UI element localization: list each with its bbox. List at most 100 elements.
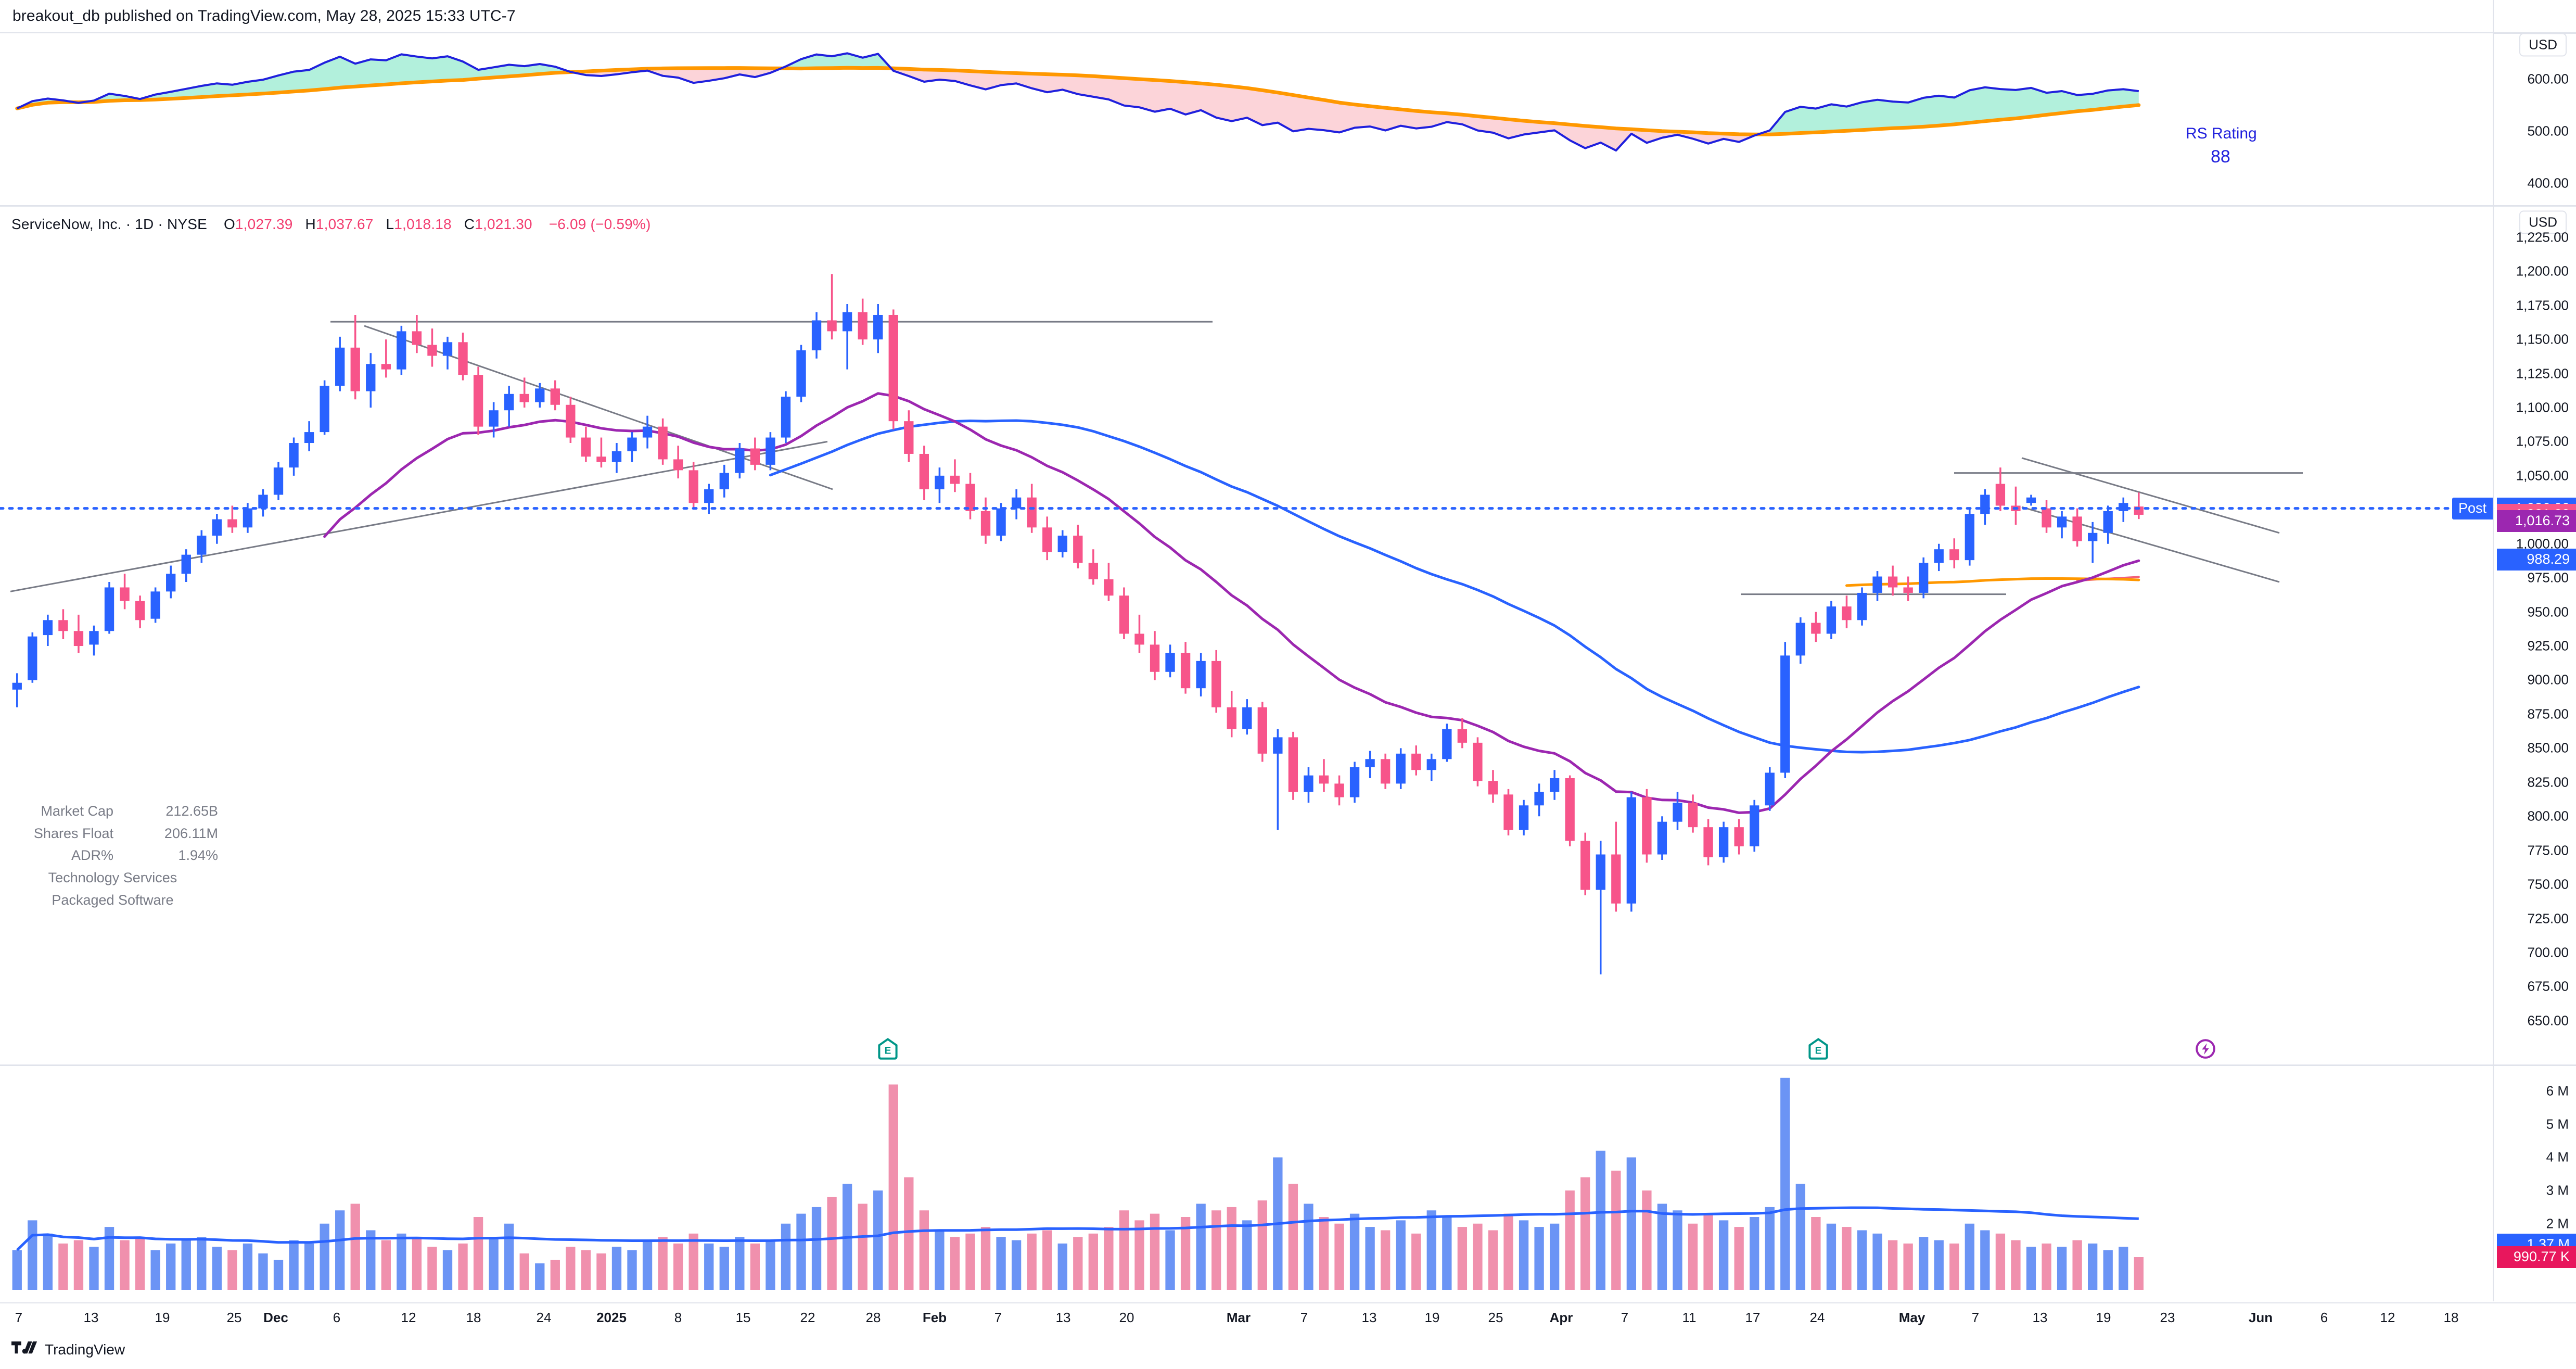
volume-bar [412,1237,422,1290]
volume-bar [335,1210,345,1290]
candle-body [1196,661,1206,689]
volume-bar [1580,1177,1590,1290]
volume-bar [688,1233,698,1290]
candle-body [1365,759,1375,767]
volume-bar [1565,1190,1575,1290]
stat-key: Shares Float [33,825,113,841]
time-axis-label: 7 [15,1310,23,1325]
candle-body [1257,707,1267,754]
candle-body [181,554,191,574]
candle-body [442,342,453,356]
sma-value[interactable]: 988.29 [2497,549,2576,571]
volume-bar [811,1207,822,1290]
candle-body [766,437,775,465]
legend-gap [377,216,381,232]
candle-body [1919,563,1929,593]
volume-bar [12,1250,22,1290]
time-axis-label: 13 [1055,1310,1071,1325]
candle-body [996,508,1006,536]
time-axis[interactable]: 7 13 19 25 Dec 6 12 18 24 2025 8 15 22 28 Feb 7 13 20 Mar 7… [0,1302,2576,1333]
candle-body [1903,587,1913,593]
price-currency-badge[interactable]: USD [2519,210,2567,234]
dividend-marker[interactable] [2195,1038,2216,1059]
rs-rating-line [16,52,2139,152]
symbol-legend[interactable]: ServiceNow, Inc. · 1D · NYSE O1,027.39 H… [11,216,651,233]
time-axis-label: 13 [1361,1310,1377,1325]
volume-bar [2057,1247,2067,1290]
volume-bar [1888,1240,1898,1290]
volume-bar [1057,1243,1067,1290]
sma-50-line [769,419,2140,754]
time-axis-label: 12 [401,1310,416,1325]
candle-body [1503,794,1513,830]
candle-body [1596,854,1605,890]
candle-body [1288,737,1298,792]
volume-bar [1842,1227,1852,1290]
volume-bar [227,1250,237,1290]
price-axis-tick: 875.00 [2527,706,2569,722]
rs-rating-pane[interactable]: RS Rating 88 [0,33,2493,205]
price-axis-tick: 925.00 [2527,638,2569,654]
volume-bar [996,1237,1006,1290]
price-pane[interactable]: ServiceNow, Inc. · 1D · NYSE O1,027.39 H… [0,207,2494,1064]
candle-body [28,636,37,680]
rs-currency-badge[interactable]: USD [2519,33,2567,57]
time-axis-label: 19 [2096,1310,2111,1325]
volume-bar [642,1240,653,1290]
price-axis[interactable]: USD 1,225.00 1,200.00 1,175.00 1,150.00 1,12… [2452,207,2576,1064]
ema-value[interactable]: 1,016.73 [2497,510,2576,532]
legend-high-label: H [305,216,316,232]
candle-body [73,631,84,647]
candle-body [212,519,222,536]
candle-body [335,347,345,386]
legend-low-label: L [386,216,394,232]
candle-body [1380,759,1391,784]
price-axis-tick: 775.00 [2527,842,2569,858]
volume-bar [1934,1240,1944,1290]
candle-body [704,489,714,503]
rs-price-axis[interactable]: USD 600.00 500.00 400.00 [2493,33,2576,205]
tradingview-logo-icon [11,1341,37,1354]
volume-bar [473,1217,483,1290]
volume-value[interactable]: 990.77 K [2497,1246,2576,1268]
volume-bar [1104,1227,1114,1290]
volume-bar [2011,1240,2021,1290]
candle-body [2057,516,2067,528]
candle-body [350,347,360,391]
price-axis-tick: 675.00 [2527,978,2569,994]
candle-body [1965,514,1974,561]
volume-bar [1027,1233,1037,1290]
candle-body [1180,653,1191,689]
volume-bar [1703,1213,1713,1290]
volume-pane[interactable] [0,1066,2493,1301]
volume-bar [1319,1217,1329,1290]
volume-bar [1119,1210,1129,1290]
candle-body [1811,623,1821,634]
volume-bars-layer [12,1078,2144,1290]
candle-body [535,388,545,402]
candle-body [1119,595,1129,634]
dividend-lightning-icon [2196,1039,2215,1059]
candle-body [1411,753,1421,770]
time-axis-label: 13 [83,1310,99,1325]
earnings-house-icon: E [878,1037,898,1060]
price-axis-tick: 1,125.00 [2516,365,2569,382]
candle-body [366,364,376,391]
volume-bar [166,1243,176,1290]
volume-bar [381,1240,391,1290]
time-axis-label: 22 [800,1310,815,1325]
candle-body [2042,508,2051,528]
candle-body [1227,707,1236,729]
candle-body [381,364,391,370]
time-axis-label: 24 [536,1310,552,1325]
earnings-marker[interactable]: E [1808,1037,1829,1060]
candle-body [796,350,806,397]
price-axis-tick: 650.00 [2527,1012,2569,1029]
volume-bar [2119,1247,2128,1290]
candle-body [1027,497,1037,528]
volume-bar [73,1240,84,1290]
earnings-marker[interactable]: E [877,1037,898,1060]
candle-body [1549,778,1560,792]
